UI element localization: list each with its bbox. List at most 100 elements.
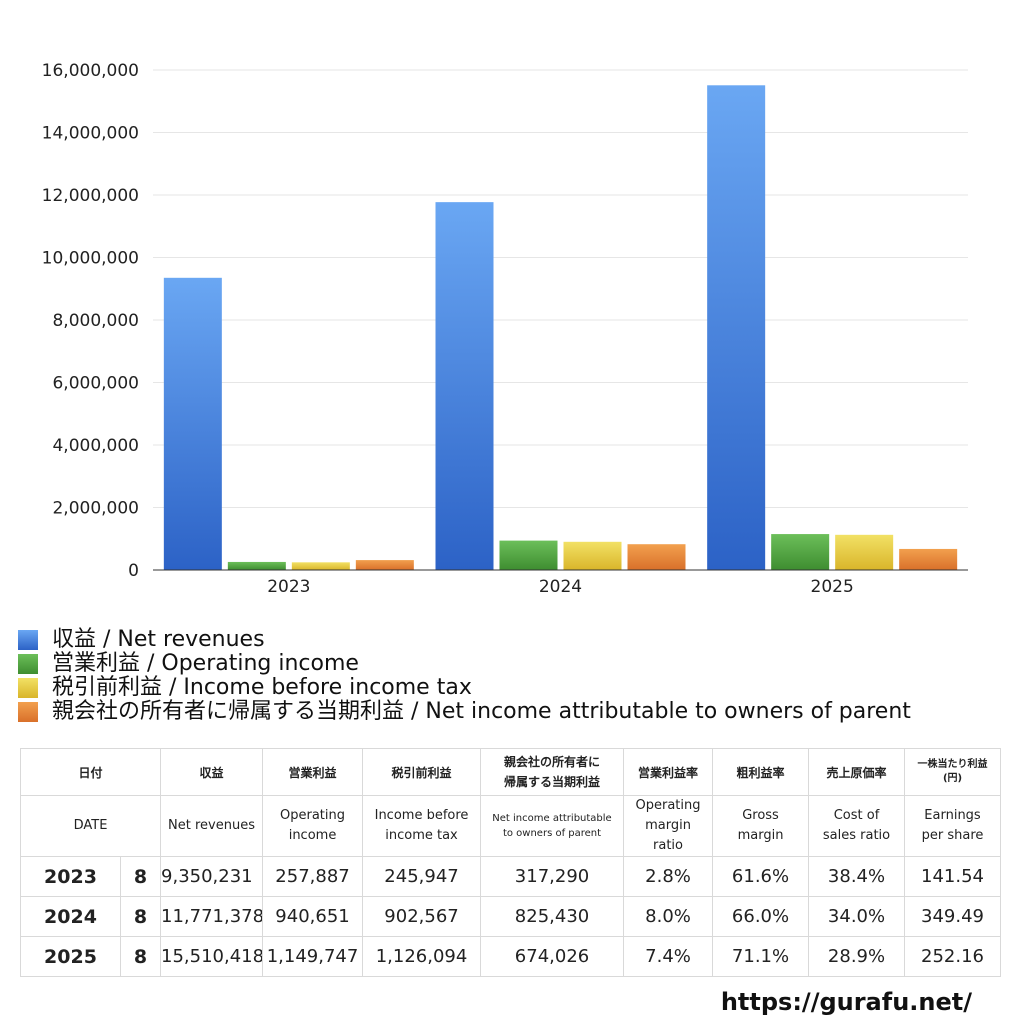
cell-year: 2024: [20, 896, 121, 937]
x-tick-label: 2023: [267, 577, 310, 597]
header-operating-margin-en-line1: Operating: [635, 798, 701, 813]
cell-month: 8: [119, 896, 162, 937]
cell-operating-income: 940,651: [262, 896, 364, 937]
header-net-income-jp: 親会社の所有者に 帰属する当期利益: [480, 748, 625, 796]
cell-net-income: 825,430: [480, 896, 625, 937]
y-tick-label: 10,000,000: [42, 249, 139, 269]
financial-table: 日付 収益 営業利益 税引前利益 親会社の所有者に 帰属する当期利益 営業利益率…: [19, 748, 1002, 977]
cell-year: 2025: [20, 936, 121, 977]
cell-gross-margin: 61.6%: [712, 856, 810, 897]
cell-eps: 349.49: [904, 896, 1002, 937]
legend-swatch-income-before-tax: [18, 678, 38, 698]
header-operating-margin-jp: 営業利益率: [623, 748, 714, 796]
legend-label-income-before-tax: 税引前利益 / Income before income tax: [52, 675, 472, 700]
header-income-before-tax-en-line1: Income before: [374, 808, 469, 823]
x-tick-label: 2025: [811, 577, 854, 597]
table-header-en: DATE Net revenues Operating income Incom…: [19, 795, 1002, 857]
bar-operating-income-2024: [499, 540, 558, 570]
bar-income-before-tax-2025: [835, 534, 894, 570]
bar-net-revenues-2024: [435, 202, 494, 570]
header-cost-ratio-jp: 売上原価率: [808, 748, 906, 796]
cell-cost-ratio: 38.4%: [808, 856, 906, 897]
cell-operating-margin: 7.4%: [623, 936, 714, 977]
header-net-income-en: Net income attributable to owners of par…: [480, 795, 625, 857]
header-operating-margin-en-line2: margin: [645, 818, 691, 833]
cell-revenues: 15,510,418: [160, 936, 264, 977]
cell-month: 8: [119, 856, 162, 897]
y-tick-label: 4,000,000: [52, 436, 139, 456]
header-operating-income-en-line1: Operating: [280, 808, 346, 823]
header-income-before-tax-jp: 税引前利益: [362, 748, 482, 796]
cell-operating-margin: 8.0%: [623, 896, 714, 937]
header-eps-jp-line2: (円): [942, 773, 963, 784]
header-gross-margin-en: Gross margin: [712, 795, 810, 857]
header-eps-en: Earnings per share: [904, 795, 1002, 857]
legend-label-net-income: 親会社の所有者に帰属する当期利益 / Net income attributab…: [52, 699, 911, 724]
header-revenues-jp: 収益: [160, 748, 264, 796]
cell-operating-margin: 2.8%: [623, 856, 714, 897]
legend-label-net-revenues: 収益 / Net revenues: [52, 627, 265, 652]
cell-net-income: 674,026: [480, 936, 625, 977]
x-tick-label: 2024: [539, 577, 582, 597]
cell-gross-margin: 66.0%: [712, 896, 810, 937]
bar-net-income-2023: [355, 560, 414, 570]
cell-income-before-tax: 902,567: [362, 896, 482, 937]
header-net-income-en-line1: Net income attributable: [492, 813, 612, 824]
legend-item-income-before-tax: 税引前利益 / Income before income tax: [18, 676, 911, 700]
bar-income-before-tax-2024: [563, 541, 622, 570]
y-tick-label: 14,000,000: [42, 124, 139, 144]
legend-swatch-operating-income: [18, 654, 38, 674]
cell-eps: 141.54: [904, 856, 1002, 897]
bar-chart: 0 2,000,000 4,000,000 6,000,000 8,000,000 10,…: [42, 61, 968, 597]
header-date-en: DATE: [19, 795, 162, 857]
y-tick-label: 2,000,000: [52, 499, 139, 519]
cell-net-income: 317,290: [480, 856, 625, 897]
header-net-income-jp-line1: 親会社の所有者に: [504, 755, 601, 769]
bar-net-revenues-2025: [707, 85, 766, 570]
header-eps-en-line1: Earnings: [924, 808, 981, 823]
legend-item-net-income: 親会社の所有者に帰属する当期利益 / Net income attributab…: [18, 700, 911, 724]
table-header-jp: 日付 収益 営業利益 税引前利益 親会社の所有者に 帰属する当期利益 営業利益率…: [19, 748, 1002, 796]
header-operating-income-jp: 営業利益: [262, 748, 364, 796]
cell-month: 8: [119, 936, 162, 977]
cell-cost-ratio: 34.0%: [808, 896, 906, 937]
bar-net-income-2024: [627, 544, 686, 570]
cell-year: 2023: [20, 856, 121, 897]
header-gross-margin-jp: 粗利益率: [712, 748, 810, 796]
header-cost-ratio-en-line2: sales ratio: [822, 828, 891, 843]
cell-operating-income: 1,149,747: [262, 936, 364, 977]
cell-income-before-tax: 1,126,094: [362, 936, 482, 977]
header-gross-margin-en-line1: Gross: [742, 808, 779, 823]
legend-swatch-net-income: [18, 702, 38, 722]
header-cost-ratio-en-line1: Cost of: [833, 808, 880, 823]
y-tick-label: 0: [128, 561, 139, 581]
y-tick-label: 12,000,000: [42, 186, 139, 206]
header-income-before-tax-en-line2: income tax: [385, 828, 458, 843]
header-operating-income-en-line2: income: [288, 828, 337, 843]
cell-revenues: 11,771,378: [160, 896, 264, 937]
header-operating-income-en: Operating income: [262, 795, 364, 857]
legend-item-operating-income: 営業利益 / Operating income: [18, 652, 911, 676]
cell-eps: 252.16: [904, 936, 1002, 977]
header-income-before-tax-en: Income before income tax: [362, 795, 482, 857]
header-revenues-en: Net revenues: [160, 795, 264, 857]
y-tick-label: 8,000,000: [52, 311, 139, 331]
site-url: https://gurafu.net/: [720, 988, 972, 1016]
cell-revenues: 9,350,231: [160, 856, 264, 897]
table-row: 2024 8 11,771,378 940,651 902,567 825,43…: [20, 896, 1002, 937]
header-net-income-jp-line2: 帰属する当期利益: [504, 775, 601, 789]
header-eps-jp: 一株当たり利益 (円): [904, 748, 1002, 796]
header-gross-margin-en-line2: margin: [737, 828, 784, 843]
table-row: 2023 8 9,350,231 257,887 245,947 317,290…: [20, 856, 1002, 897]
legend-label-operating-income: 営業利益 / Operating income: [52, 651, 359, 676]
header-operating-margin-en-line3: ratio: [653, 838, 683, 853]
bar-income-before-tax-2023: [291, 562, 350, 570]
header-cost-ratio-en: Cost of sales ratio: [808, 795, 906, 857]
y-tick-label: 6,000,000: [52, 374, 139, 394]
legend-swatch-net-revenues: [18, 630, 38, 650]
bar-net-revenues-2023: [163, 277, 222, 570]
cell-operating-income: 257,887: [262, 856, 364, 897]
header-date-jp: 日付: [19, 748, 162, 796]
header-eps-en-line2: per share: [921, 828, 984, 843]
bar-operating-income-2023: [227, 561, 286, 570]
